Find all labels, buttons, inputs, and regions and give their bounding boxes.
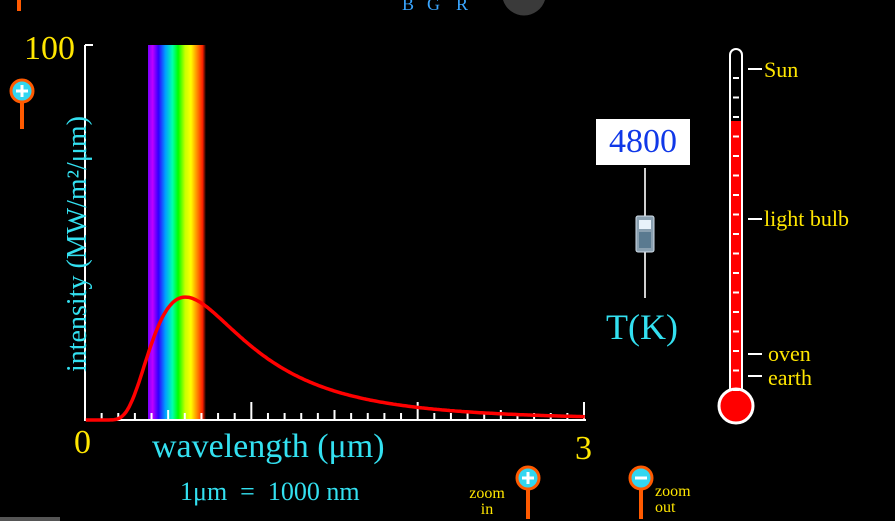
y-axis-label: intensity (MW/m²/μm)	[62, 116, 93, 372]
bottom-edge	[0, 517, 60, 521]
temperature-display: 4800	[596, 119, 690, 165]
plus-icon	[16, 85, 28, 97]
therm-label-sun: Sun	[764, 57, 799, 82]
unit-note: 1μm = 1000 nm	[180, 477, 360, 506]
x-max-label: 3	[575, 430, 592, 467]
x-axis-label: wavelength (μm)	[152, 428, 385, 465]
reset-button[interactable]	[503, 0, 545, 16]
zoom-out-label-line2: out	[655, 499, 676, 516]
y-zoom-in-control[interactable]	[9, 78, 35, 129]
temperature-slider-knob[interactable]	[635, 215, 655, 253]
therm-label-oven: oven	[768, 341, 811, 366]
spectrum-curve	[85, 295, 585, 422]
x-min-label: 0	[74, 424, 91, 461]
color-label-g: G	[427, 0, 440, 14]
therm-label-light-bulb: light bulb	[764, 206, 849, 231]
zoom-out-label-line1: zoom	[655, 483, 691, 500]
therm-label-earth: earth	[768, 365, 812, 390]
color-label-b: B	[402, 0, 415, 14]
thermometer-bulb	[717, 387, 755, 425]
color-label-r: R	[456, 0, 469, 14]
x-axis-ticks	[100, 402, 585, 420]
visible-spectrum-band	[148, 45, 206, 420]
plus-icon	[522, 472, 534, 484]
temperature-value: 4800	[609, 123, 677, 160]
x-zoom-in-control[interactable]	[515, 465, 541, 519]
zoom-out-label[interactable]: zoom out	[655, 484, 701, 516]
y-max-label: 100	[24, 30, 75, 67]
thermometer	[717, 48, 755, 425]
zoom-in-label[interactable]: zoom in	[463, 486, 511, 518]
zoom-in-label-line1: zoom	[469, 485, 505, 502]
x-zoom-out-control[interactable]	[628, 465, 654, 519]
zoom-in-label-line2: in	[480, 501, 494, 518]
temperature-label: T(K)	[606, 307, 678, 347]
top-slider-stub	[17, 0, 21, 11]
thermometer-mercury	[731, 121, 741, 409]
